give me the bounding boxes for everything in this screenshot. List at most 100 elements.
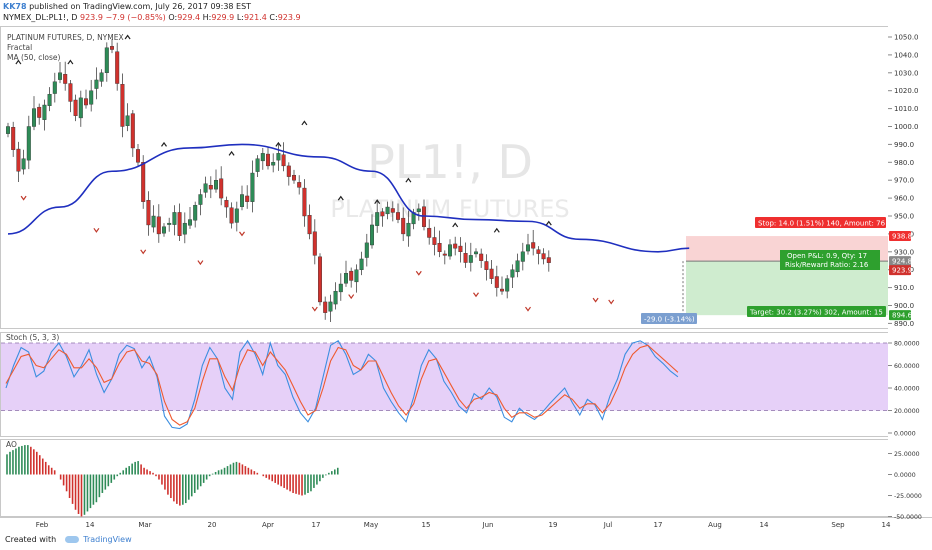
candle (526, 233, 531, 255)
candle-body (5, 126, 10, 134)
candle (416, 203, 421, 221)
legend-ma[interactable]: MA (50, close) (7, 53, 61, 62)
candle (94, 67, 99, 100)
candle-body (156, 216, 161, 235)
candle (292, 169, 297, 184)
legend-fractal[interactable]: Fractal (7, 43, 33, 52)
candle-body (109, 46, 114, 50)
candle-body (63, 74, 68, 84)
ma-50-line (7, 143, 690, 253)
candle (297, 175, 302, 195)
time-axis: Feb 14 Mar 20 Apr 17 May 15 Jun 19 Jul 17 Aug 14 Sep 14 (36, 521, 891, 529)
time-tick-label: Aug (708, 521, 722, 529)
candle-body (370, 224, 375, 246)
target-price-tag: 894.6 (889, 310, 913, 321)
candle-body (21, 158, 26, 170)
candle-body (177, 212, 182, 236)
fractal-up-marker (452, 222, 459, 228)
candle-body (120, 84, 125, 127)
candle-body (286, 165, 291, 177)
price-tick-label: 1000.0 (894, 123, 919, 131)
candle-body (536, 249, 541, 254)
high-value: 929.9 (211, 13, 235, 22)
fractal-up-marker (275, 141, 282, 147)
moving-average-line (7, 143, 690, 253)
candle (401, 207, 406, 242)
published-text: published on TradingView.com, July 26, 2… (29, 2, 252, 11)
price-tick-label: 1010.0 (894, 105, 919, 113)
candle (479, 248, 484, 268)
candle (224, 196, 229, 218)
candle-body (271, 162, 276, 166)
price-tick-label: 1020.0 (894, 87, 919, 95)
candles (5, 39, 551, 322)
ao-title[interactable]: AO (6, 440, 17, 449)
candle-body (11, 127, 16, 150)
stoch-title[interactable]: Stoch (5, 3, 3) (6, 333, 60, 342)
candle-body (396, 212, 401, 220)
candle (468, 242, 473, 272)
fractal-up-marker (228, 150, 235, 156)
entry-price-tag: 924.8 (889, 256, 912, 267)
candle (344, 260, 349, 287)
candle (32, 96, 37, 131)
candle (58, 62, 63, 84)
candle (494, 265, 499, 297)
candle (42, 99, 47, 131)
ao-tick-label: -25.0000 (894, 493, 922, 500)
candle-body (474, 251, 479, 255)
position-tool[interactable] (682, 236, 888, 316)
time-tick-label: 17 (654, 521, 663, 529)
watermark-name: PLATINUM FUTURES (330, 195, 569, 223)
candle-body (32, 108, 37, 127)
price-tick-label: 1040.0 (894, 51, 919, 59)
candle-body (229, 207, 234, 224)
symbol-text[interactable]: NYMEX_DL:PL1!, D (3, 13, 78, 22)
fractal-up-marker (301, 120, 308, 126)
candle (531, 229, 536, 256)
legend-title[interactable]: PLATINUM FUTURES, D, NYMEX (7, 33, 124, 42)
candle (328, 294, 333, 322)
watermark-ticker: PL1!, D (367, 135, 533, 189)
candle (5, 122, 10, 138)
stoch-tick-label: 40.0000 (894, 386, 920, 393)
time-tick-label: 17 (312, 521, 321, 529)
candle-body (323, 301, 328, 313)
candle-body (406, 222, 411, 237)
fractal-up-marker (545, 220, 552, 226)
candle-body (333, 290, 338, 305)
fractal-up-marker (124, 34, 131, 40)
footer-created-with: Created with (5, 535, 57, 544)
time-tick-label: Jun (482, 521, 494, 529)
fractal-up-marker (337, 195, 344, 201)
stoch-tick-label: 80.0000 (894, 341, 920, 348)
footer-brand[interactable]: TradingView (83, 535, 132, 544)
target-label: Target: 30.2 (3.27%) 302, Amount: 15 (747, 306, 886, 317)
rr-text: Risk/Reward Ratio: 2.16 (785, 261, 869, 269)
candle-body (302, 187, 307, 217)
candle (427, 219, 432, 245)
fractal-down-marker (348, 294, 355, 300)
candle (213, 169, 218, 193)
candle (83, 89, 88, 109)
candle-body (26, 126, 31, 161)
fractal-down-marker (20, 195, 27, 201)
candle (437, 230, 442, 258)
candle-body (489, 268, 494, 279)
candle-body (338, 283, 343, 293)
candle-body (349, 270, 354, 281)
footer: Created with TradingView (5, 535, 132, 544)
high-label: H: (202, 13, 212, 22)
author-name[interactable]: KK78 (3, 2, 27, 11)
candle (349, 267, 354, 288)
stoch-d-line (5, 344, 679, 426)
price-tick-label: 910.0 (894, 284, 914, 292)
candle (500, 276, 505, 295)
candle (130, 110, 135, 157)
candle-body (47, 94, 52, 106)
candle-body (260, 153, 265, 162)
candle (63, 61, 68, 91)
candle (302, 179, 307, 227)
candle (453, 236, 458, 256)
